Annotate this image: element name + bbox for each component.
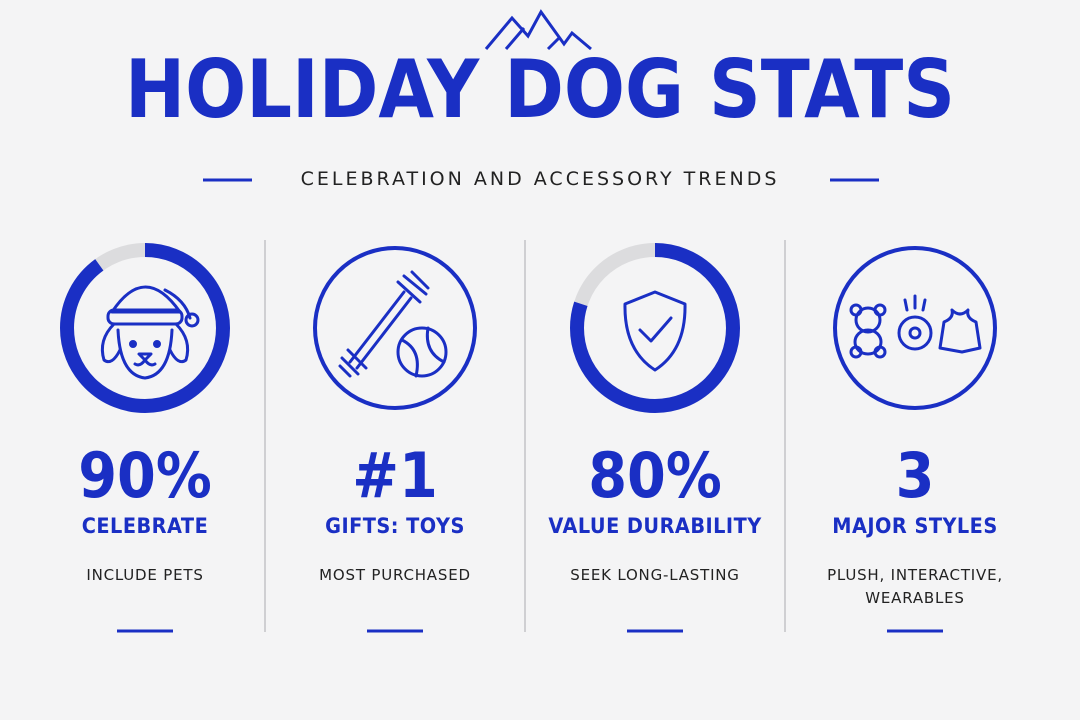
ring-progress	[570, 243, 740, 413]
stat-column: 80% VALUE DURABILITY SEEK LONG-LASTING	[535, 440, 775, 587]
stat-column: #1 GIFTS: TOYS MOST PURCHASED	[275, 440, 515, 587]
stat-column: 3 MAJOR STYLES PLUSH, INTERACTIVE, WEARABL…	[795, 440, 1035, 610]
ring-progress	[60, 243, 230, 413]
logo	[484, 9, 592, 51]
icon-circle	[833, 246, 997, 410]
stat-description: INCLUDE PETS	[86, 566, 204, 584]
stat-value: 3	[895, 439, 935, 512]
stat-description: MOST PURCHASED	[319, 566, 471, 584]
title: HOLIDAY DOG STATS	[125, 43, 955, 136]
icon-circle	[313, 246, 477, 410]
stat-heading: MAJOR STYLES	[832, 514, 998, 538]
stat-heading: VALUE DURABILITY	[548, 514, 762, 538]
stat-value: 90%	[78, 439, 212, 512]
stat-value: #1	[352, 439, 438, 512]
icons	[100, 270, 982, 380]
subtitle: CELEBRATION AND ACCESSORY TRENDS	[300, 168, 780, 190]
stat-description: SEEK LONG-LASTING	[570, 566, 740, 584]
stat-description: PLUSH, INTERACTIVE, WEARABLES	[827, 566, 1003, 607]
dividers	[264, 240, 786, 632]
stat-value: 80%	[588, 439, 722, 512]
stat-heading: CELEBRATE	[81, 514, 209, 538]
stat-heading: GIFTS: TOYS	[325, 514, 465, 538]
stat-column: 90% CELEBRATE INCLUDE PETS	[25, 440, 265, 587]
